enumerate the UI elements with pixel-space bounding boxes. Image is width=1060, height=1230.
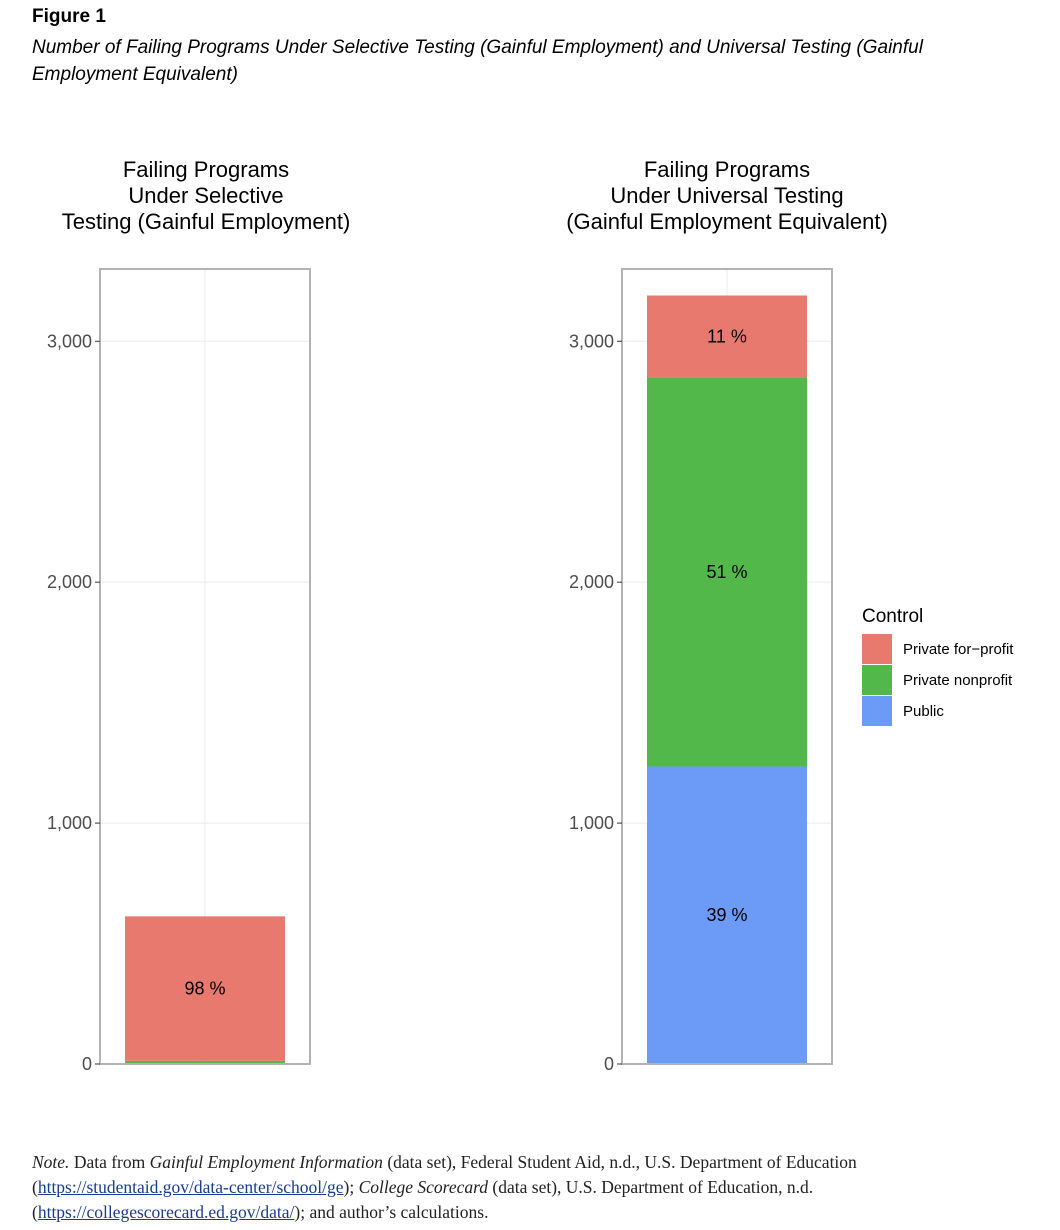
legend-label: Private for−profit: [903, 641, 1014, 658]
panel-title-line: Under Universal Testing: [610, 183, 843, 208]
legend-key: [862, 696, 892, 726]
bar-segment: [125, 916, 285, 1061]
y-tick-label: 0: [604, 1054, 614, 1074]
chart-area: Failing Programs Under Selective Testing…: [47, 157, 1014, 1074]
bar-segment: [647, 766, 807, 1064]
panel-title-line: Under Selective: [128, 183, 283, 208]
y-tick-label: 2,000: [47, 572, 92, 592]
note-text: ); and author’s calculations.: [294, 1202, 489, 1222]
note-link-collegescorecard[interactable]: https://collegescorecard.ed.gov/data/: [37, 1202, 295, 1222]
figure-caption: Number of Failing Programs Under Selecti…: [32, 37, 923, 85]
bar-data-label: 51 %: [706, 562, 747, 582]
panel-border: [621, 268, 833, 1065]
bar-segment: [647, 295, 807, 378]
panel-title-line: Failing Programs: [123, 157, 289, 182]
note-link-studentaid[interactable]: https://studentaid.gov/data-center/schoo…: [37, 1177, 344, 1197]
panel-title-line: Failing Programs: [644, 157, 810, 182]
legend-key: [862, 634, 892, 664]
note-text: (data set), U.S. Department of Education…: [32, 1177, 814, 1222]
bar-data-label: 98 %: [184, 979, 225, 999]
legend-label: Public: [903, 703, 944, 720]
legend-title: Control: [862, 606, 923, 627]
note-prefix: Note.: [32, 1152, 70, 1172]
figure-note: Note. Data from Gainful Employment Infor…: [32, 1150, 1032, 1225]
bar-segment: [647, 377, 807, 767]
note-source-title: College Scorecard: [358, 1177, 489, 1197]
y-tick-label: 1,000: [47, 813, 92, 833]
panel-title-line: (Gainful Employment Equivalent): [566, 209, 888, 234]
legend: Control Private for−profit Private nonpro…: [862, 606, 1014, 726]
panel-selective-testing: Failing Programs Under Selective Testing…: [47, 157, 350, 1074]
panel-universal-testing: Failing Programs Under Universal Testing…: [566, 157, 888, 1074]
y-tick-label: 1,000: [569, 813, 614, 833]
panel-border: [99, 268, 311, 1065]
note-text: Data from: [69, 1152, 150, 1172]
bar-data-label: 11 %: [707, 326, 747, 346]
y-tick-label: 3,000: [47, 331, 92, 351]
legend-label: Private nonprofit: [903, 672, 1013, 689]
note-text: (data set), Federal Student Aid, n.d., U…: [32, 1152, 857, 1197]
y-tick-label: 0: [82, 1054, 92, 1074]
figure-label: Figure 1: [32, 6, 106, 27]
y-tick-label: 2,000: [569, 572, 614, 592]
bar-segment: [125, 1060, 285, 1064]
legend-key: [862, 665, 892, 695]
bar-data-label: 39 %: [706, 905, 747, 925]
panel-title-line: Testing (Gainful Employment): [62, 209, 351, 234]
y-tick-label: 3,000: [569, 331, 614, 351]
note-text: );: [343, 1177, 359, 1197]
note-source-title: Gainful Employment Information: [149, 1152, 383, 1172]
